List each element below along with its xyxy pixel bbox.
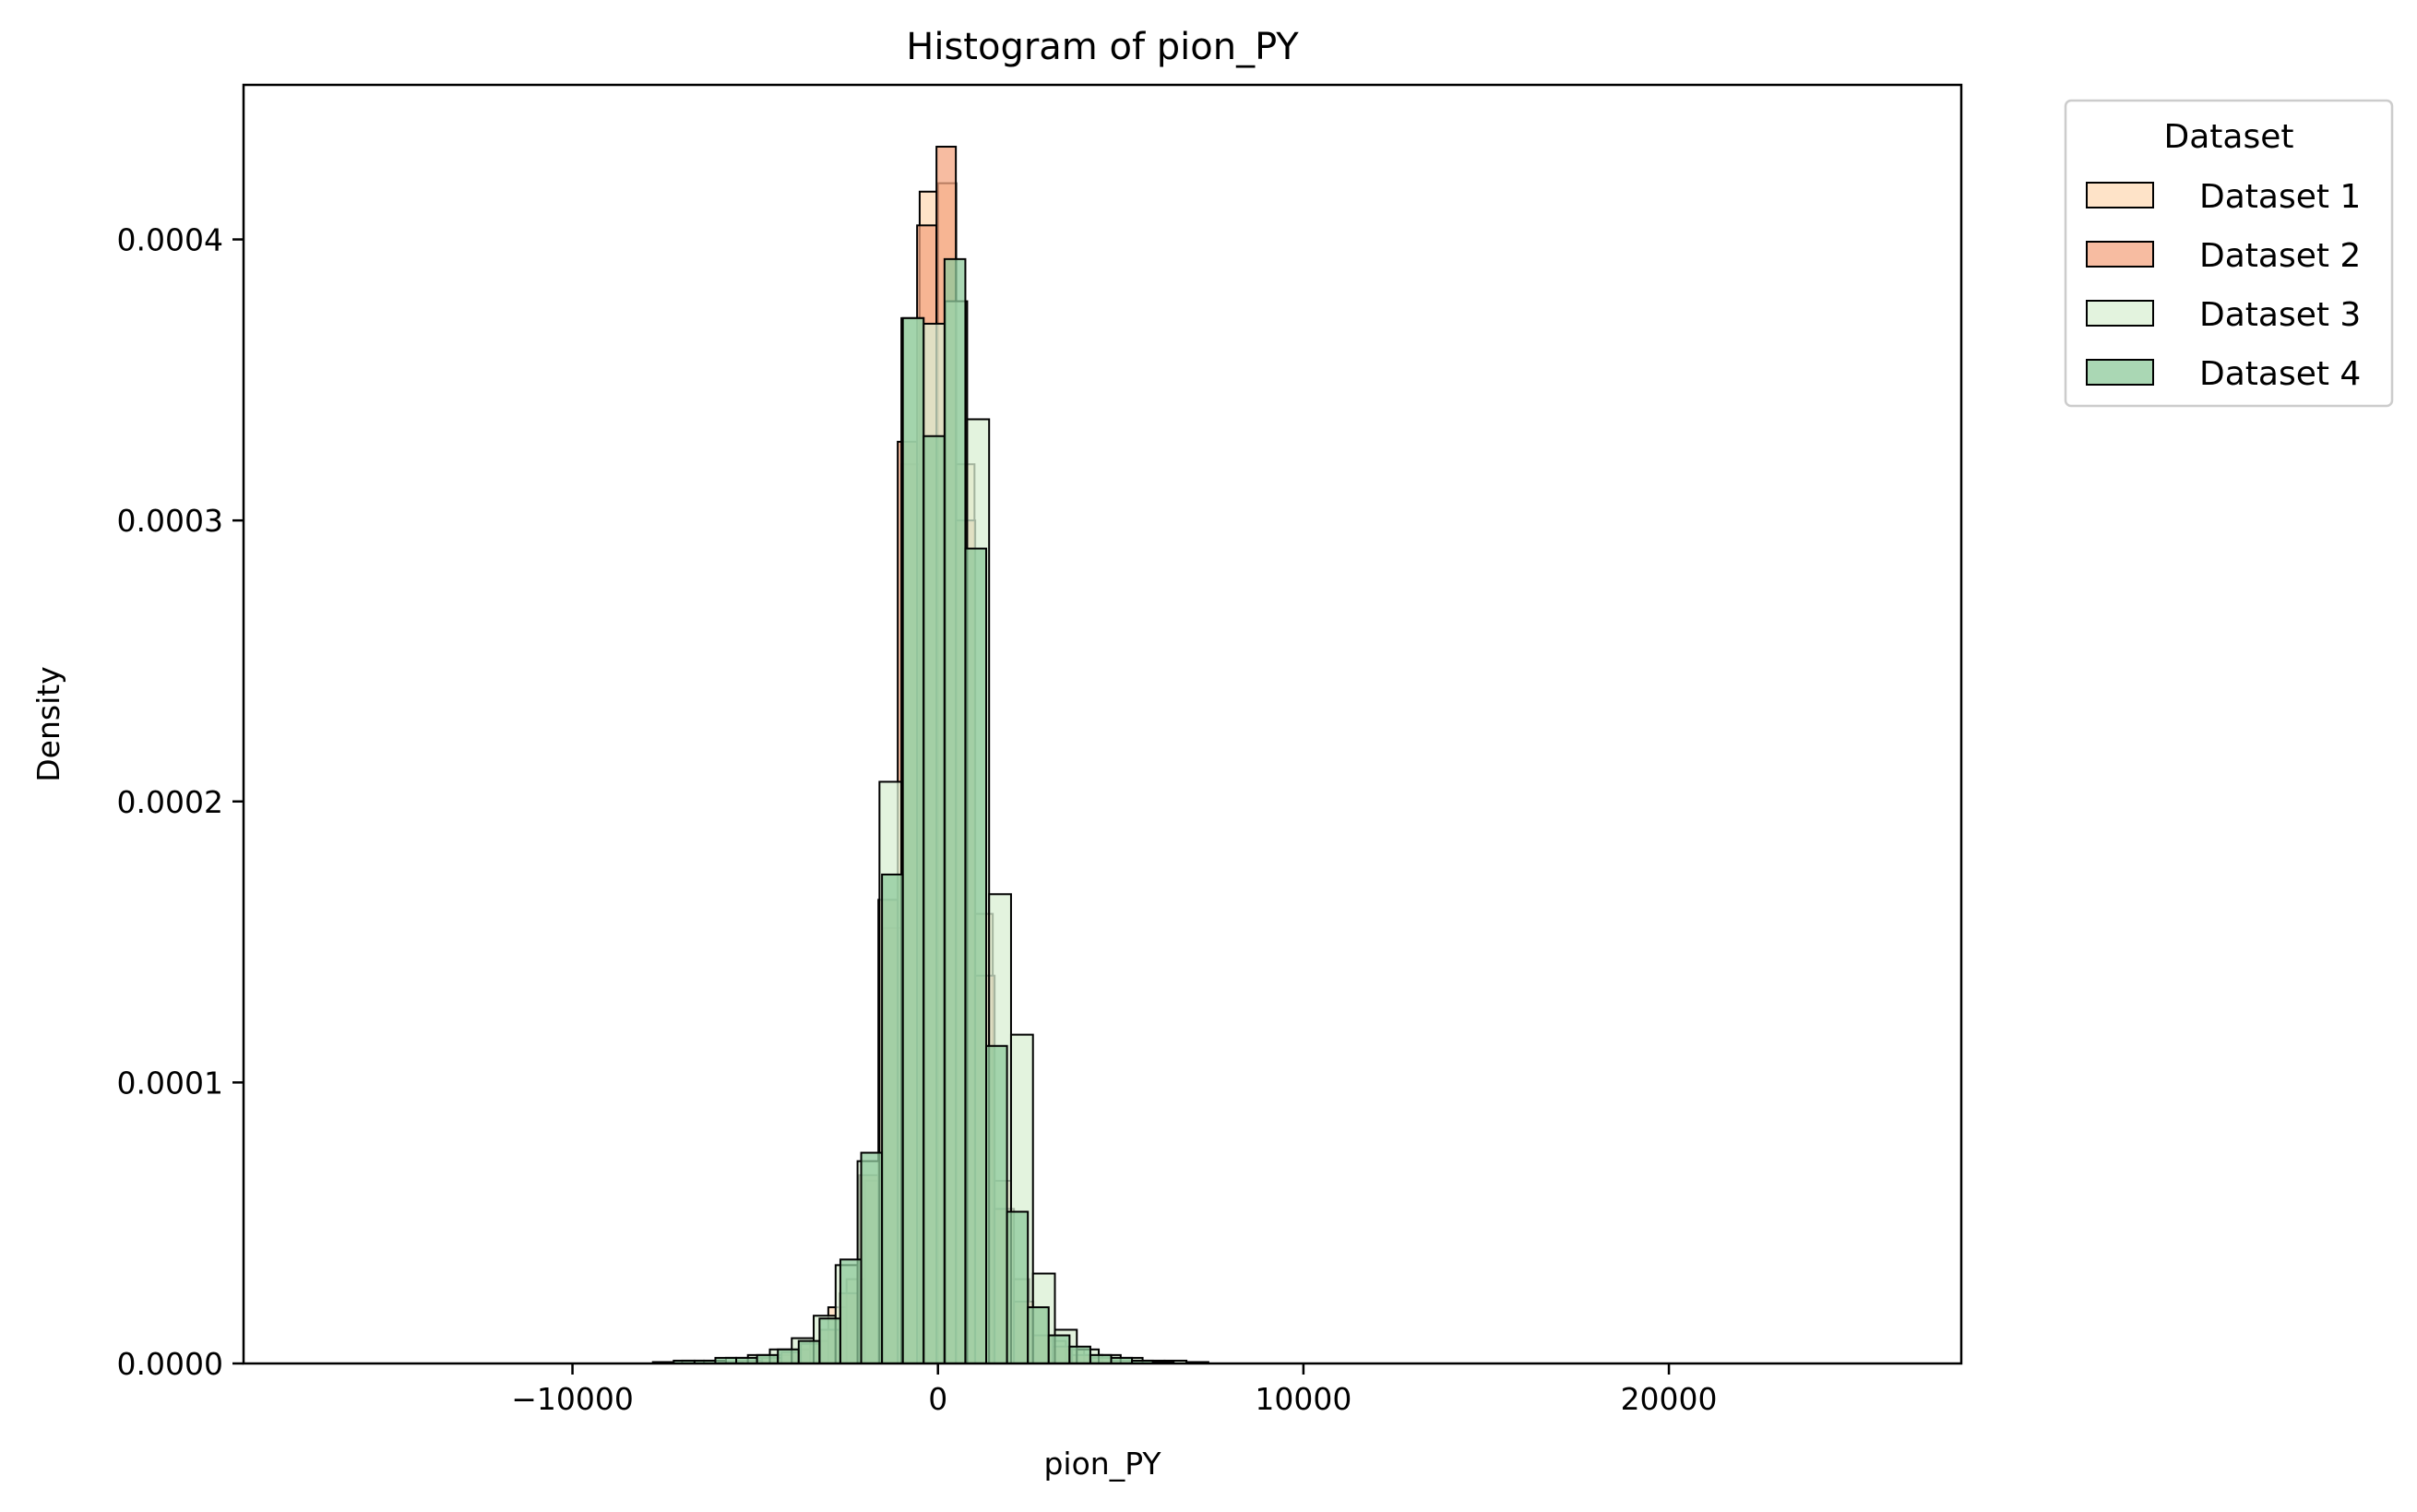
histogram-bar bbox=[1006, 1210, 1030, 1365]
legend-label: Dataset 4 bbox=[2199, 355, 2361, 393]
legend-swatch bbox=[2086, 359, 2154, 386]
histogram-bar bbox=[1068, 1345, 1091, 1364]
y-tick-label: 0.0000 bbox=[117, 1346, 223, 1382]
histogram-bar bbox=[943, 257, 967, 1364]
histogram-bar bbox=[860, 1151, 884, 1365]
chart-title: Histogram of pion_PY bbox=[906, 26, 1299, 68]
histogram-bar bbox=[777, 1348, 800, 1365]
histogram-bar bbox=[797, 1339, 821, 1365]
histogram-bar bbox=[1047, 1334, 1071, 1365]
y-tick-label: 0.0004 bbox=[117, 222, 223, 258]
y-tick-label: 0.0002 bbox=[117, 784, 223, 820]
histogram-bar bbox=[1027, 1306, 1050, 1364]
x-tick-label: −10000 bbox=[511, 1381, 634, 1417]
legend-label: Dataset 2 bbox=[2199, 237, 2361, 275]
x-tick-label: 0 bbox=[928, 1381, 947, 1417]
x-tick-label: 20000 bbox=[1621, 1381, 1718, 1417]
legend-label: Dataset 3 bbox=[2199, 296, 2361, 334]
histogram-bar bbox=[985, 1044, 1008, 1365]
histogram-bar bbox=[881, 873, 904, 1364]
y-axis: 0.0000 0.0001 0.0002 0.0003 0.0004 bbox=[117, 222, 244, 1382]
histogram-bar bbox=[964, 547, 988, 1364]
legend-swatch bbox=[2086, 241, 2154, 268]
y-tick-label: 0.0003 bbox=[117, 503, 223, 539]
legend-entries: Dataset 1 Dataset 2 Dataset 3 Dataset 4 bbox=[2086, 178, 2361, 393]
histogram-bar bbox=[839, 1258, 863, 1365]
histogram-bar bbox=[1089, 1353, 1113, 1364]
histogram-bar bbox=[818, 1317, 841, 1365]
x-axis: −10000 0 10000 20000 bbox=[511, 1363, 1718, 1417]
x-axis-label: pion_PY bbox=[1043, 1446, 1161, 1482]
plot-area bbox=[244, 85, 1961, 1363]
histogram-bar bbox=[756, 1353, 780, 1364]
histogram-bar bbox=[923, 435, 946, 1364]
plot-frame bbox=[242, 83, 1963, 1365]
x-tick-label: 10000 bbox=[1255, 1381, 1351, 1417]
histogram-bar bbox=[901, 316, 925, 1365]
legend-swatch bbox=[2086, 300, 2154, 327]
y-tick-label: 0.0001 bbox=[117, 1065, 223, 1101]
legend-box bbox=[2064, 99, 2394, 408]
legend-label: Dataset 1 bbox=[2199, 178, 2361, 216]
y-axis-label: Density bbox=[30, 666, 66, 781]
legend-swatch bbox=[2086, 182, 2154, 208]
legend-title: Dataset bbox=[2164, 118, 2294, 156]
